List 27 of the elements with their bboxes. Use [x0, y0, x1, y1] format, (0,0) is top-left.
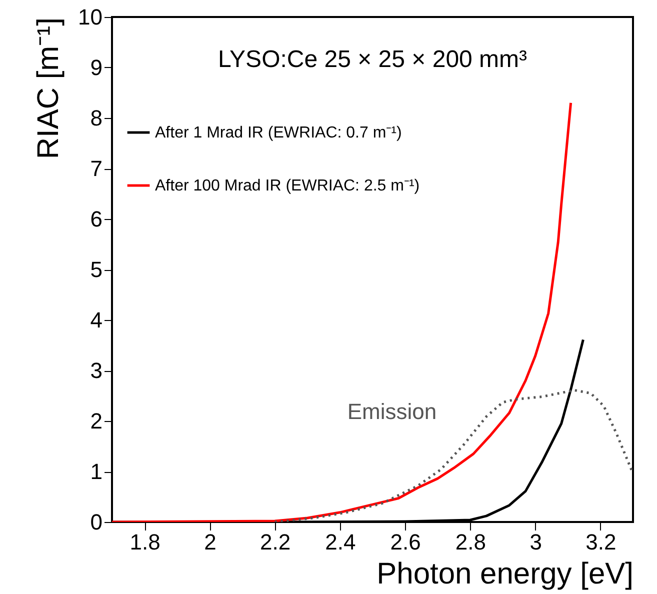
y-tick-label: 10	[78, 4, 102, 30]
y-tick-label: 4	[90, 308, 102, 332]
y-tick-label: 2	[90, 408, 102, 434]
annotation: Emission	[347, 399, 437, 424]
y-tick-label: 7	[90, 156, 102, 181]
x-tick-label: 1.8	[130, 530, 160, 554]
x-tick-label: 3	[530, 530, 542, 554]
text: LYSO:Ce 25 × 25 × 200 mm³	[218, 46, 528, 73]
x-axis-title: Photon energy [eV]	[376, 558, 634, 590]
line-series	[112, 102, 572, 522]
y-tick-label: 9	[90, 55, 102, 80]
x-tick-label: 2.8	[455, 530, 486, 554]
y-tick-label: 0	[90, 510, 102, 534]
y-axis-title: RIAC [m⁻¹]	[32, 18, 66, 160]
x-tick-label: 2.4	[325, 530, 356, 554]
y-tick-label: 5	[90, 257, 102, 282]
y-tick-label: 1	[90, 459, 102, 484]
x-tick-label: 2.2	[260, 530, 291, 554]
y-tick-label: 3	[90, 358, 102, 383]
line-series	[274, 388, 633, 522]
legend-label: After 100 Mrad IR (EWRIAC: 2.5 m⁻¹)	[155, 178, 420, 194]
y-tick-label: 8	[90, 106, 102, 130]
legend-label: After 1 Mrad IR (EWRIAC: 0.7 m⁻¹)	[155, 124, 402, 142]
x-tick-label: 2	[204, 530, 216, 554]
y-tick-label: 6	[90, 206, 102, 232]
x-tick-label: 3.2	[586, 530, 616, 554]
x-tick-label: 2.6	[390, 530, 421, 554]
